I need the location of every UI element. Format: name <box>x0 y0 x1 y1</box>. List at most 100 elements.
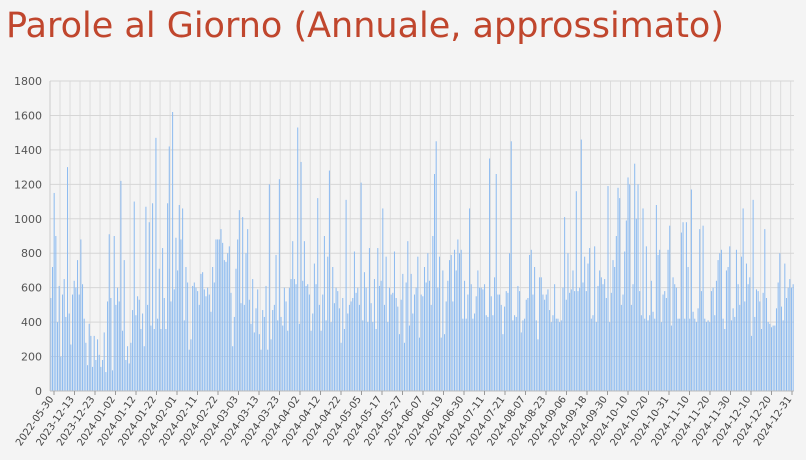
bar <box>202 272 204 391</box>
bar <box>699 229 701 391</box>
bar <box>387 322 389 391</box>
bar <box>98 354 100 391</box>
bar <box>273 304 275 391</box>
bar <box>337 291 339 391</box>
bar <box>417 256 419 391</box>
bar <box>752 199 754 391</box>
bar <box>225 261 227 391</box>
bar <box>108 234 110 391</box>
bar <box>165 329 167 391</box>
y-tick-label: 1000 <box>14 213 42 226</box>
bar <box>625 220 627 391</box>
bar <box>63 279 65 391</box>
bar <box>474 313 476 391</box>
bar <box>684 318 686 391</box>
bar <box>175 237 177 391</box>
bar <box>150 325 152 391</box>
bar <box>739 304 741 391</box>
bar <box>484 284 486 391</box>
bar <box>218 239 220 391</box>
bar <box>140 329 142 391</box>
bar <box>393 251 395 391</box>
bar <box>95 360 97 391</box>
gridlines <box>49 80 794 392</box>
bar <box>619 198 621 391</box>
bar <box>190 339 192 391</box>
bar <box>243 304 245 391</box>
bar <box>298 323 300 391</box>
y-tick-label: 1200 <box>14 178 42 191</box>
bar <box>432 236 434 391</box>
bar <box>288 287 290 391</box>
bar <box>83 318 85 391</box>
bar <box>570 289 572 391</box>
bar <box>725 270 727 391</box>
bar <box>589 248 591 391</box>
bar <box>100 366 102 391</box>
bar <box>82 284 84 391</box>
bar <box>655 205 657 391</box>
bar <box>172 112 174 391</box>
bar <box>490 296 492 391</box>
bar <box>313 263 315 391</box>
bar <box>377 248 379 391</box>
bar <box>167 203 169 391</box>
bar <box>280 316 282 391</box>
bar <box>223 260 225 391</box>
bar <box>420 294 422 391</box>
bar <box>517 285 519 391</box>
bar <box>679 318 681 391</box>
bar <box>338 308 340 391</box>
bar <box>720 249 722 391</box>
bar <box>410 273 412 391</box>
bar <box>609 322 611 391</box>
bar <box>113 236 115 391</box>
bar <box>610 292 612 391</box>
bar <box>529 254 531 391</box>
bar <box>238 210 240 391</box>
bar <box>464 280 466 391</box>
bar <box>248 299 250 391</box>
bar <box>232 346 234 391</box>
bar <box>185 267 187 391</box>
bar <box>405 282 407 391</box>
bar <box>497 294 499 391</box>
bar <box>215 239 217 391</box>
bar <box>657 254 659 391</box>
bar <box>348 304 350 391</box>
bar <box>774 325 776 391</box>
bar <box>90 335 92 391</box>
y-tick-label: 1800 <box>14 75 42 88</box>
bar <box>790 287 793 391</box>
bar <box>412 313 414 391</box>
y-tick-label: 400 <box>21 316 42 329</box>
bar <box>407 241 409 391</box>
bar <box>482 289 484 391</box>
bar <box>220 229 222 391</box>
bar <box>595 322 597 391</box>
bar <box>674 284 676 391</box>
bar <box>435 141 437 391</box>
bar <box>492 315 494 391</box>
bar <box>413 294 416 391</box>
bar <box>197 291 199 391</box>
bar <box>183 320 185 391</box>
bar <box>258 334 260 391</box>
bar <box>388 287 390 391</box>
bar <box>627 177 629 391</box>
bar <box>530 249 532 391</box>
bar <box>50 298 52 391</box>
bar <box>252 279 254 391</box>
bar <box>544 299 546 391</box>
bar <box>787 287 789 391</box>
bar <box>770 327 772 391</box>
bar <box>649 315 651 391</box>
bar <box>667 249 669 391</box>
bar <box>524 318 526 391</box>
bar <box>709 322 711 391</box>
bar <box>669 225 671 391</box>
bar <box>527 298 529 391</box>
bar <box>320 330 322 391</box>
bar <box>760 329 762 391</box>
bar <box>363 272 365 391</box>
